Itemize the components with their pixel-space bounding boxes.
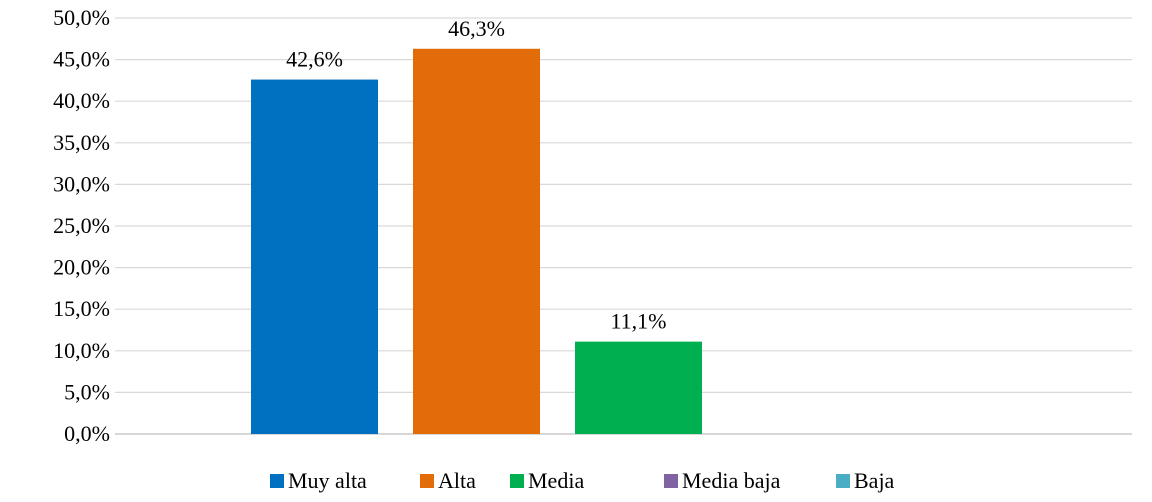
legend-label-media-baja: Media baja (682, 468, 781, 493)
legend-swatch-muy-alta (270, 474, 284, 488)
y-tick-label: 30,0% (53, 171, 110, 196)
bar-muy-alta (251, 79, 378, 435)
y-tick-label: 5,0% (64, 379, 110, 404)
bar-media (575, 341, 702, 434)
legend-swatch-baja (836, 474, 850, 488)
y-tick-label: 20,0% (53, 255, 110, 280)
bars (251, 48, 702, 435)
y-axis: 0,0% 5,0% 10,0% 15,0% 20,0% 25,0% 30,0% 35,0% 40… (53, 5, 110, 446)
y-tick-label: 15,0% (53, 296, 110, 321)
y-tick-label: 0,0% (64, 421, 110, 446)
data-label: 46,3% (448, 16, 505, 41)
legend-swatch-media-baja (664, 474, 678, 488)
data-labels: 42,6% 46,3% 11,1% (286, 16, 666, 334)
data-label: 42,6% (286, 47, 343, 72)
y-tick-label: 35,0% (53, 130, 110, 155)
legend-label-muy-alta: Muy alta (288, 468, 367, 493)
y-tick-label: 10,0% (53, 338, 110, 363)
data-label: 11,1% (610, 309, 666, 334)
legend: Muy alta Alta Media Media baja Baja (270, 468, 895, 493)
y-tick-label: 25,0% (53, 213, 110, 238)
y-tick-label: 50,0% (53, 5, 110, 30)
y-tick-label: 40,0% (53, 88, 110, 113)
legend-label-alta: Alta (438, 468, 476, 493)
legend-swatch-media (510, 474, 524, 488)
legend-swatch-alta (420, 474, 434, 488)
legend-label-media: Media (528, 468, 584, 493)
legend-label-baja: Baja (854, 468, 895, 493)
bar-alta (413, 48, 540, 435)
y-tick-label: 45,0% (53, 47, 110, 72)
